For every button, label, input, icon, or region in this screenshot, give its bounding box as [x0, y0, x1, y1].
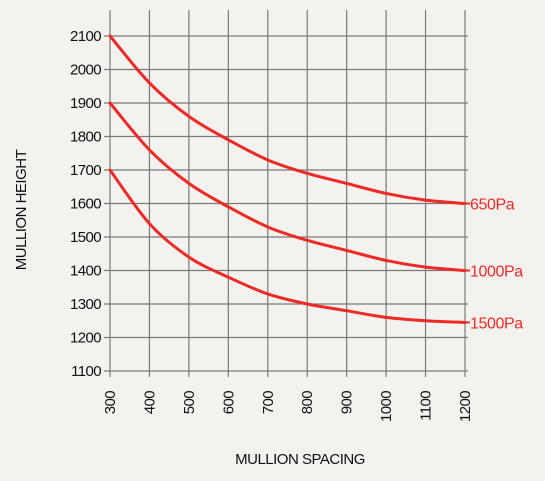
series-line [108, 168, 467, 324]
y-tick-label: 1400 [70, 263, 101, 280]
series-line [108, 34, 467, 205]
x-tick-label: 900 [339, 391, 356, 414]
series-labels: 650Pa 1000Pa 1500Pa [465, 197, 524, 332]
x-axis-ticks: 300 400 500 600 700 800 900 1000 1100 1200 [102, 391, 474, 422]
y-tick-label: 1300 [70, 296, 101, 313]
series-label: 650Pa [470, 197, 515, 214]
series-line [108, 101, 467, 272]
x-tick-label: 800 [299, 391, 316, 414]
y-tick-label: 1200 [70, 330, 101, 347]
series-group [108, 34, 467, 324]
x-tick-label: 500 [181, 391, 198, 414]
y-tick-label: 2100 [70, 28, 101, 45]
series-label: 1000Pa [470, 264, 523, 281]
y-axis-ticks: 2100 2000 1900 1800 1700 1600 1500 1400 1300 1200… [70, 28, 102, 380]
x-tick-label: 700 [260, 391, 277, 414]
y-tick-label: 2000 [70, 62, 101, 79]
y-tick-label: 1100 [71, 363, 101, 380]
x-tick-label: 1000 [378, 391, 395, 422]
series-label: 1500Pa [470, 315, 523, 332]
x-tick-label: 1100 [418, 391, 435, 421]
y-tick-label: 1900 [70, 95, 101, 112]
x-tick-label: 600 [220, 391, 237, 414]
grid [104, 10, 468, 377]
y-tick-label: 1500 [70, 229, 101, 246]
x-tick-label: 400 [141, 391, 158, 414]
x-axis-label: MULLION SPACING [235, 451, 365, 468]
x-tick-label: 1200 [457, 391, 474, 422]
y-tick-label: 1600 [70, 196, 101, 213]
y-tick-label: 1700 [70, 162, 101, 179]
x-tick-label: 300 [102, 391, 119, 414]
y-axis-label: MULLION HEIGHT [13, 149, 30, 270]
y-tick-label: 1800 [70, 129, 101, 146]
